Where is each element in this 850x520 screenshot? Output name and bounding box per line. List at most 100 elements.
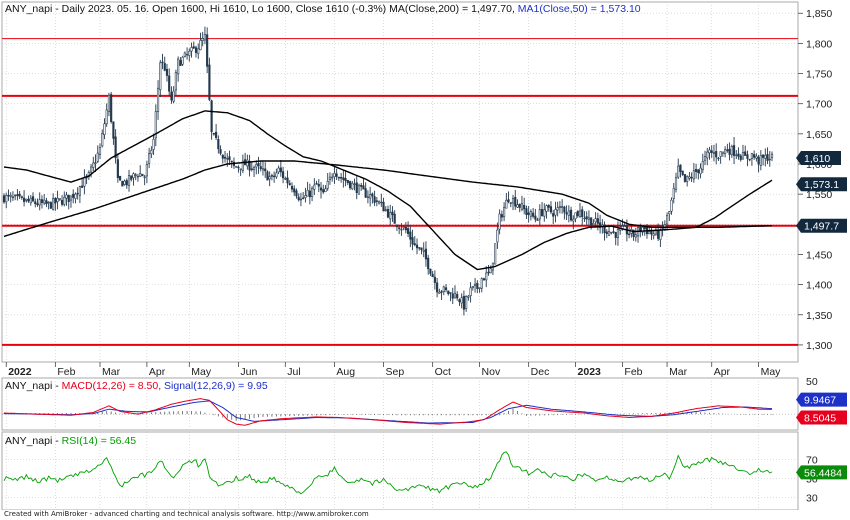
price-tick-label: 1,750 [806, 69, 832, 81]
candle-body [230, 160, 233, 163]
candle-body [203, 34, 207, 41]
candle-body [212, 133, 215, 135]
candle-body [179, 60, 182, 66]
candle-body [520, 203, 524, 210]
candle-body [273, 175, 276, 178]
candle-body [690, 176, 693, 179]
candle-body [373, 196, 376, 203]
candle-body [328, 176, 332, 180]
candle-body [409, 231, 412, 240]
candle-body [366, 196, 369, 198]
candle-body [123, 180, 126, 185]
candle-body [681, 170, 684, 176]
candle-body [545, 205, 548, 212]
candle-body [76, 192, 79, 195]
candle-body [67, 194, 70, 202]
candle-body [496, 229, 499, 243]
candle-body [753, 154, 756, 158]
axis-labels: 1,3001,3501,4001,4501,5001,5501,6001,650… [5, 8, 832, 504]
candle-body [23, 197, 26, 202]
candle-body [355, 182, 358, 193]
candle-body [281, 171, 285, 179]
ma200-line [3, 160, 773, 238]
candle-body [360, 184, 363, 187]
candle-body [114, 136, 117, 159]
month-label: Feb [57, 366, 75, 378]
macd-tag: 8.5045 [804, 412, 836, 424]
candle-body [286, 177, 289, 184]
candle-body [284, 178, 287, 180]
candle-body [241, 160, 244, 171]
candle-body [322, 189, 325, 193]
price-tick-label: 1,350 [806, 310, 832, 322]
last-price-tag: 1,610 [804, 153, 830, 165]
candle-body [471, 285, 474, 288]
candle-body [540, 209, 544, 216]
candle-body [534, 215, 537, 220]
candle-body [741, 152, 745, 160]
candle-body [719, 151, 722, 157]
candle-body [641, 226, 644, 233]
candle-body [208, 64, 211, 100]
candle-body [527, 212, 530, 215]
candle-body [2, 195, 6, 203]
candle-body [18, 193, 21, 197]
candle-body [460, 297, 463, 304]
candle-body [438, 291, 441, 294]
candle-body [585, 216, 588, 220]
candle-body [299, 198, 303, 201]
candle-body [701, 160, 704, 170]
candle-body [607, 231, 611, 236]
candle-body [20, 196, 23, 198]
candle-body [616, 229, 620, 238]
candle-body [451, 293, 454, 299]
candle-body [177, 58, 180, 75]
candle-body [563, 206, 566, 213]
candle-body [290, 185, 294, 190]
candle-body [101, 133, 104, 147]
candle-body [746, 154, 749, 159]
candle-body [266, 171, 269, 181]
candle-body [764, 154, 767, 159]
candle-body [319, 187, 323, 191]
candle-body [377, 201, 381, 204]
month-label: Nov [482, 366, 501, 378]
candle-body [692, 170, 695, 180]
candle-body [313, 184, 316, 190]
candle-body [576, 210, 579, 217]
candle-body [440, 291, 443, 293]
candle-body [668, 211, 671, 215]
candle-body [404, 226, 407, 231]
candle-body [143, 176, 146, 178]
candle-body [612, 231, 615, 233]
value-tags: 1,610 1,573.1 1,497.7 9.9467 8.5045 56.4484 [796, 150, 847, 480]
candle-body [494, 243, 497, 265]
candle-body [458, 299, 461, 303]
candle-body [525, 208, 528, 215]
candle-body [400, 228, 403, 231]
candle-body [172, 90, 175, 102]
candle-body [610, 231, 613, 234]
candle-body [480, 278, 483, 289]
candle-body [228, 156, 231, 161]
rsi-tick-label: 50 [806, 473, 818, 485]
candle-body [7, 194, 10, 197]
candle-body [125, 180, 128, 186]
candle-body [152, 138, 155, 150]
candle-body [210, 100, 213, 133]
month-label: Mar [102, 366, 121, 378]
candle-body [163, 63, 166, 71]
candle-body [543, 209, 546, 217]
candle-body [375, 200, 378, 202]
month-label: 2023 [578, 366, 602, 378]
candle-body [201, 38, 204, 42]
price-tick-label: 1,450 [806, 249, 832, 261]
candle-body [324, 188, 327, 193]
candle-body [127, 175, 131, 186]
candle-body [699, 167, 702, 175]
candle-body [288, 183, 291, 185]
month-label: May [191, 366, 212, 378]
candle-body [353, 183, 356, 186]
candle-body [652, 233, 655, 236]
